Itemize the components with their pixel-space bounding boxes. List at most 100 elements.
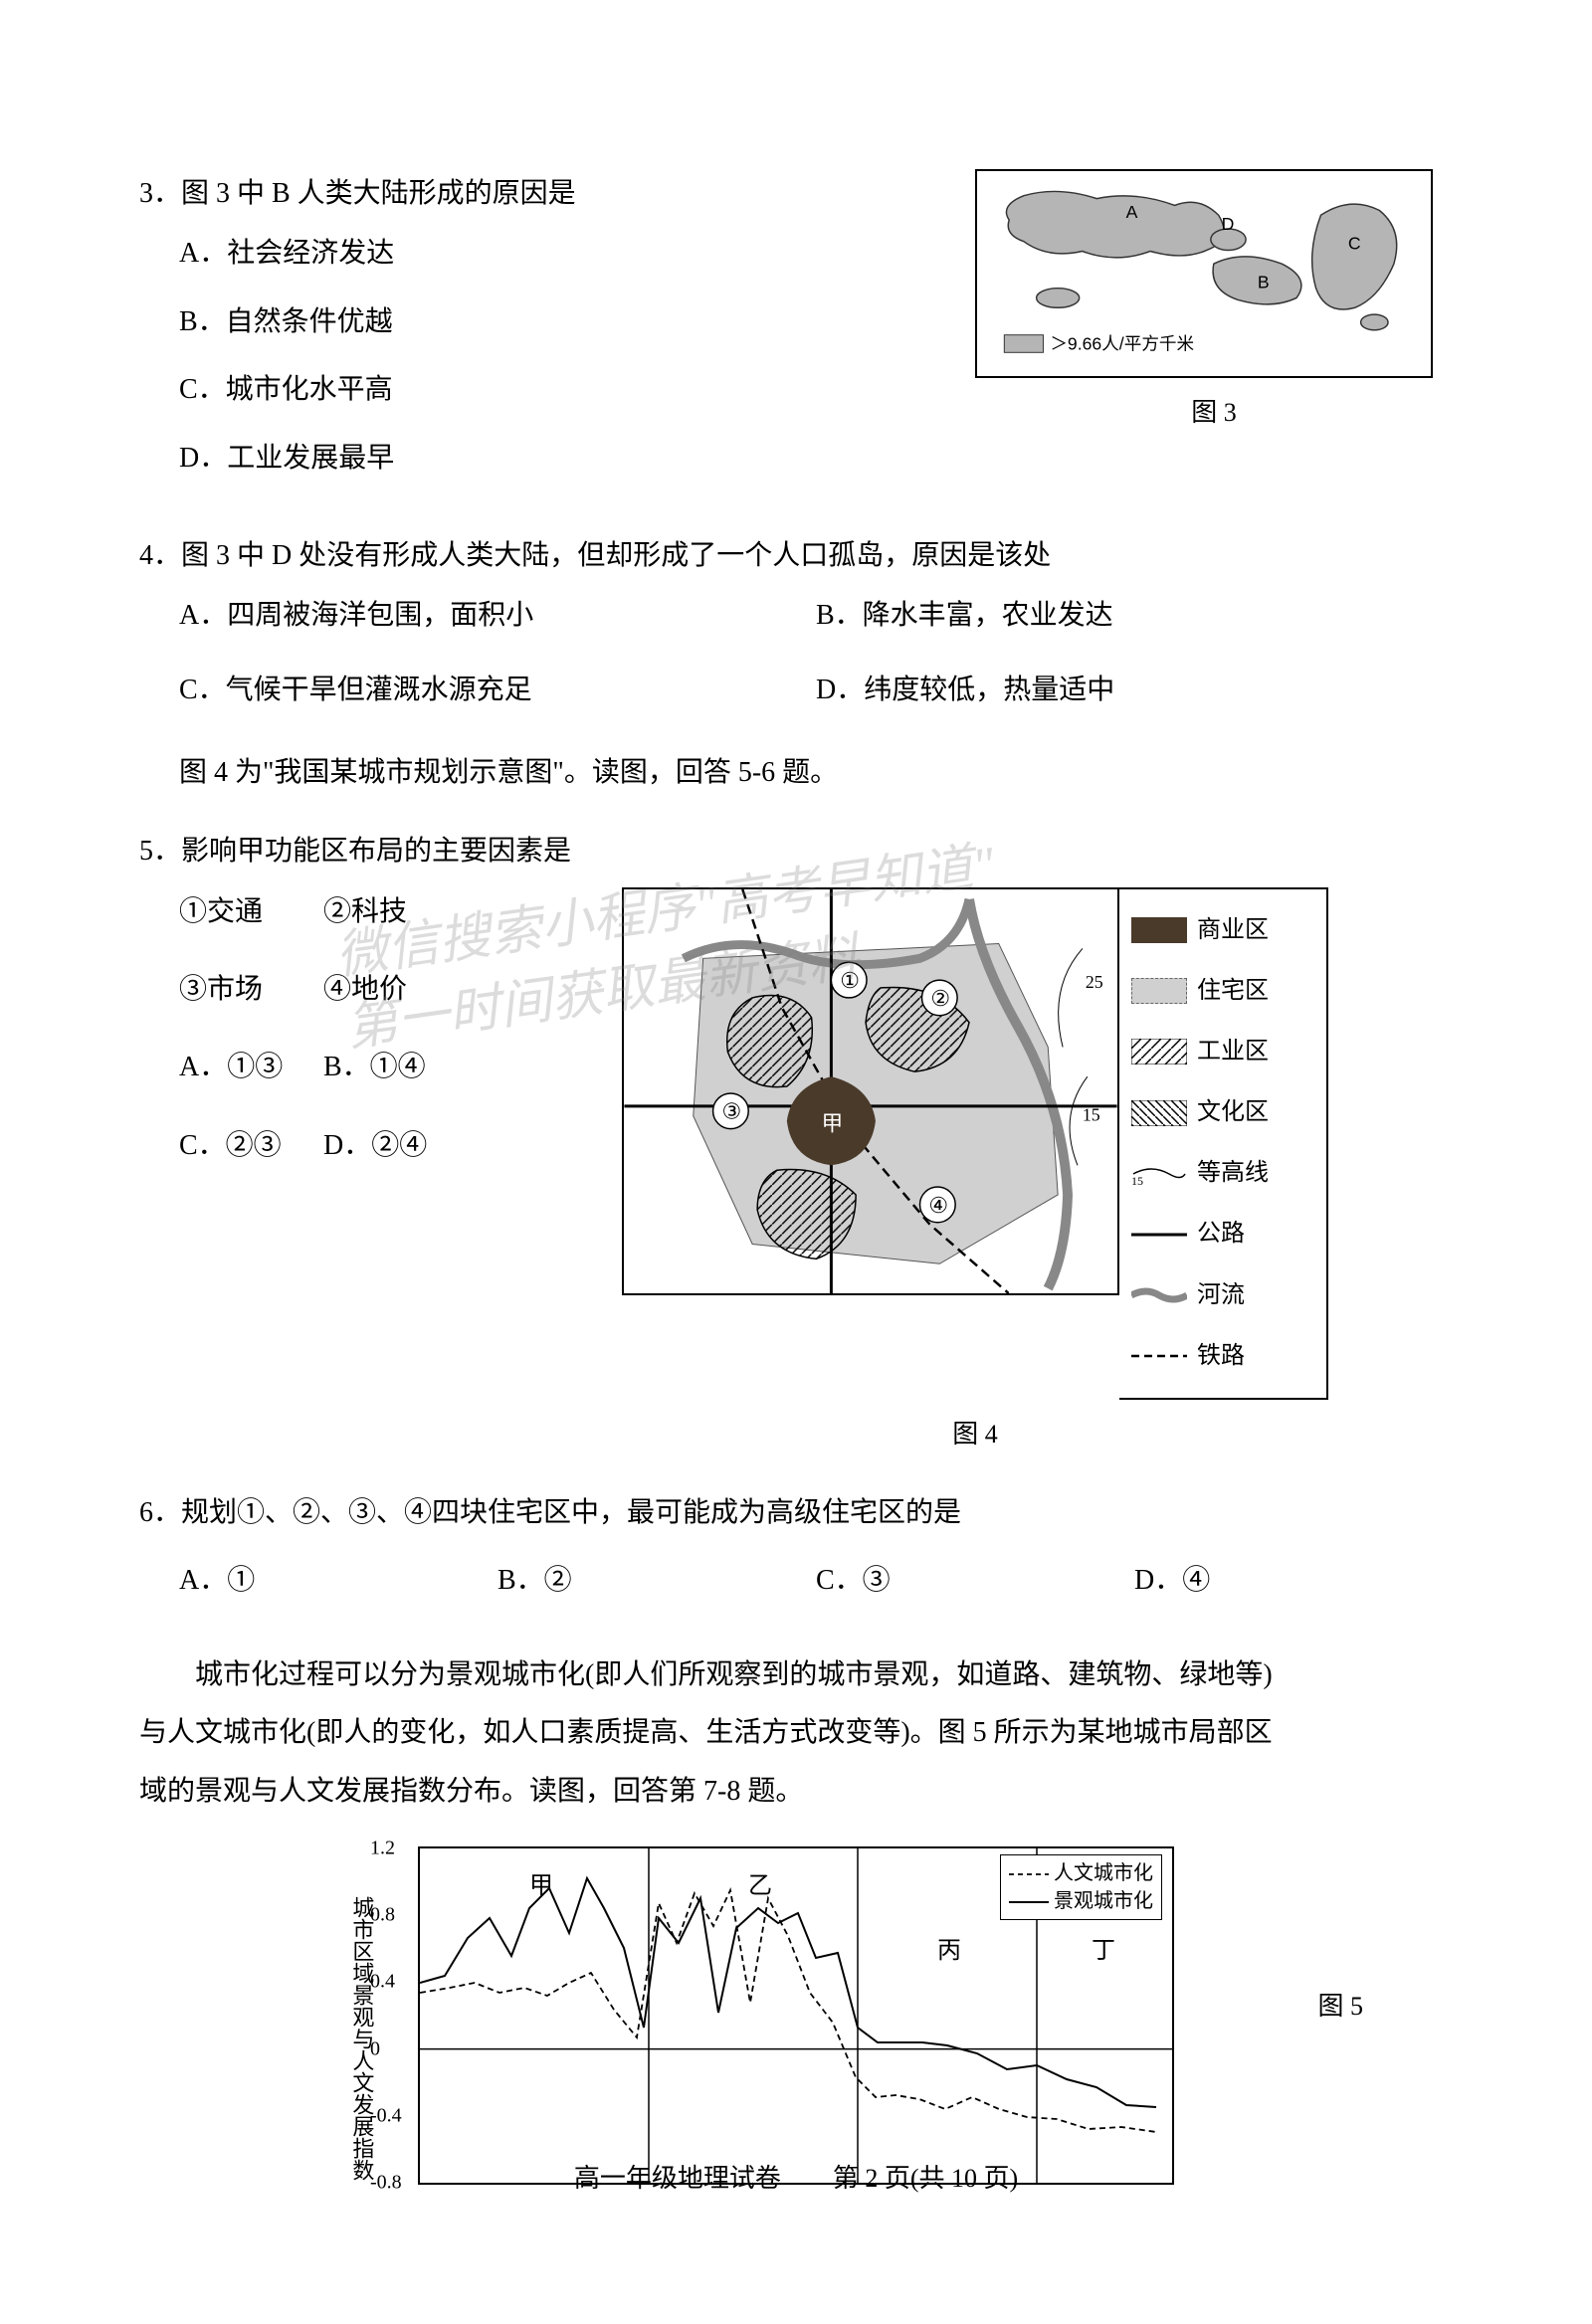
legend-cultural: 文化区 [1131, 1091, 1314, 1134]
q3-opt-c: C．城市化水平高 [179, 365, 915, 415]
blob-small-1 [1361, 314, 1388, 330]
figure-4-svg: 甲 ① ② [624, 889, 1117, 1293]
swatch-cultural [1131, 1100, 1187, 1126]
industrial-nw [727, 995, 813, 1086]
intro2-line3: 域的景观与人文发展指数分布。读图，回答第 7-8 题。 [139, 1763, 1453, 1822]
dashed-curve [420, 1890, 1156, 2132]
label-c3: ③ [721, 1099, 741, 1123]
figure-4-wrap: 甲 ① ② [498, 887, 1453, 1458]
region-yi: 乙 [748, 1873, 772, 1899]
swatch-road [1131, 1222, 1187, 1248]
legend-road: 公路 [1131, 1213, 1314, 1256]
q5-sub-3: ③市场 [179, 965, 323, 1015]
ytick-3: 0 [370, 2037, 380, 2060]
region-bing: 丙 [937, 1938, 961, 1964]
q3-stem: 3．图 3 中 B 人类大陆形成的原因是 [139, 169, 915, 219]
figure-5-wrap: 城市区域景观与人文发展指数 1.2 0.8 0.4 0 -0.4 -0.8 甲 … [348, 1846, 1244, 2185]
q3-opt-a: A．社会经济发达 [179, 229, 915, 279]
q5-stem: 5．影响甲功能区布局的主要因素是 [139, 827, 1453, 876]
legend-industrial-txt: 工业区 [1197, 1031, 1269, 1073]
question-4: 4．图 3 中 D 处没有形成人类大陆，但却形成了一个人口孤岛，原因是该处 A．… [139, 531, 1453, 715]
legend-river: 河流 [1131, 1274, 1314, 1317]
figure-3-caption: 图 3 [975, 390, 1453, 437]
figure-4-legend: 商业区 住宅区 工业区 文化区 [1119, 887, 1328, 1401]
label-b: B [1258, 273, 1270, 292]
fig5-legend-dashed-txt: 人文城市化 [1054, 1862, 1153, 1884]
dash-icon [1009, 1868, 1049, 1880]
question-6: 6．规划①、②、③、④四块住宅区中，最可能成为高级住宅区的是 A．① B．② C… [139, 1488, 1453, 1607]
figure-4: 甲 ① ② [622, 887, 1119, 1295]
figure-5-caption: 图 5 [1317, 1986, 1363, 2023]
figure-3-svg: A D B C ＞9.66人/平方千米 [987, 181, 1421, 366]
q3-opt-b: B．自然条件优越 [179, 297, 915, 347]
swatch-residential [1131, 978, 1187, 1004]
question-3: 3．图 3 中 B 人类大陆形成的原因是 A．社会经济发达 B．自然条件优越 C… [139, 169, 1453, 501]
intro-fig4: 图 4 为"我国某城市规划示意图"。读图，回答 5-6 题。 [179, 745, 1453, 801]
fig5-legend-dashed: 人文城市化 [1009, 1859, 1153, 1887]
svg-text:15: 15 [1131, 1174, 1143, 1187]
fig5-legend-solid-txt: 景观城市化 [1054, 1890, 1153, 1912]
swatch-contour: 15 [1131, 1161, 1187, 1187]
figure-3-wrap: A D B C ＞9.66人/平方千米 [975, 169, 1453, 437]
legend-rail: 铁路 [1131, 1335, 1314, 1378]
ytick-1: 0.8 [370, 1904, 395, 1927]
fig3-legend-swatch [1004, 335, 1043, 353]
q6-options: A．① B．② C．③ D．④ [139, 1556, 1453, 1606]
q3-opt-d: D．工业发展最早 [179, 434, 915, 484]
q6-stem: 6．规划①、②、③、④四块住宅区中，最可能成为高级住宅区的是 [139, 1488, 1453, 1538]
q6-opt-a: A．① [179, 1556, 498, 1606]
q4-options: A．四周被海洋包围，面积小 B．降水丰富，农业发达 C．气候干旱但灌溉水源充足 … [139, 591, 1453, 715]
figure-4-row: 甲 ① ② [498, 887, 1453, 1401]
region-ding: 丁 [1092, 1938, 1115, 1964]
figure-3: A D B C ＞9.66人/平方千米 [975, 169, 1433, 378]
q3-options: A．社会经济发达 B．自然条件优越 C．城市化水平高 D．工业发展最早 [139, 229, 915, 484]
q3-text-col: 3．图 3 中 B 人类大陆形成的原因是 A．社会经济发达 B．自然条件优越 C… [139, 169, 915, 501]
label-d: D [1222, 214, 1235, 234]
q5-layout: ①交通 ②科技 ③市场 ④地价 A．①③ B．①④ C．②③ D．②④ [139, 887, 1453, 1458]
fig3-legend-text: ＞9.66人/平方千米 [1050, 333, 1194, 353]
ytick-2: 0.4 [370, 1971, 395, 1994]
legend-river-txt: 河流 [1197, 1274, 1245, 1317]
q5-sub-2: ②科技 [323, 887, 468, 937]
label-c2: ② [930, 986, 950, 1010]
region-jia: 甲 [529, 1873, 553, 1899]
q5-opt-c: C．②③ [179, 1121, 323, 1171]
legend-residential-txt: 住宅区 [1197, 970, 1269, 1013]
legend-commercial-txt: 商业区 [1197, 909, 1269, 952]
legend-rail-txt: 铁路 [1197, 1335, 1245, 1378]
q4-opt-b: B．降水丰富，农业发达 [816, 591, 1453, 641]
blob-a [1006, 191, 1224, 257]
q6-opt-c: C．③ [816, 1556, 1134, 1606]
figure-4-caption: 图 4 [498, 1412, 1453, 1458]
q4-opt-c: C．气候干旱但灌溉水源充足 [179, 666, 816, 715]
solid-icon [1009, 1896, 1049, 1908]
q4-opt-d: D．纬度较低，热量适中 [816, 666, 1453, 715]
q6-opt-d: D．④ [1134, 1556, 1453, 1606]
q5-opt-b: B．①④ [323, 1043, 468, 1092]
contour-25 [1059, 948, 1083, 1047]
intro-fig5: 城市化过程可以分为景观城市化(即人们所观察到的城市景观，如道路、建筑物、绿地等)… [139, 1646, 1453, 1822]
q5-sub-4: ④地价 [323, 965, 468, 1015]
fig5-legend-solid: 景观城市化 [1009, 1887, 1153, 1915]
q4-stem: 4．图 3 中 D 处没有形成人类大陆，但却形成了一个人口孤岛，原因是该处 [139, 531, 1453, 581]
label-jia: 甲 [821, 1111, 843, 1135]
legend-residential: 住宅区 [1131, 970, 1314, 1013]
legend-road-txt: 公路 [1197, 1213, 1245, 1256]
blob-small-2 [1037, 289, 1080, 308]
intro2-line2: 与人文城市化(即人的变化，如人口素质提高、生活方式改变等)。图 5 所示为某地城… [139, 1704, 1453, 1763]
q6-opt-b: B．② [498, 1556, 816, 1606]
q3-layout: 3．图 3 中 B 人类大陆形成的原因是 A．社会经济发达 B．自然条件优越 C… [139, 169, 1453, 501]
page-footer: 高一年级地理试卷 第 2 页(共 10 页) [0, 2158, 1592, 2195]
swatch-rail [1131, 1343, 1187, 1369]
legend-contour: 15 等高线 [1131, 1152, 1314, 1195]
ytick-4: -0.4 [370, 2104, 402, 2127]
legend-industrial: 工业区 [1131, 1031, 1314, 1073]
swatch-industrial [1131, 1039, 1187, 1065]
figure-5: 1.2 0.8 0.4 0 -0.4 -0.8 甲 乙 丙 丁 人文城市化 [418, 1846, 1174, 2185]
ytick-0: 1.2 [370, 1837, 395, 1859]
contour-label-15: 15 [1083, 1104, 1100, 1124]
swatch-river [1131, 1282, 1187, 1308]
label-c: C [1348, 234, 1361, 254]
q4-opt-a: A．四周被海洋包围，面积小 [179, 591, 816, 641]
blob-c [1312, 204, 1397, 309]
